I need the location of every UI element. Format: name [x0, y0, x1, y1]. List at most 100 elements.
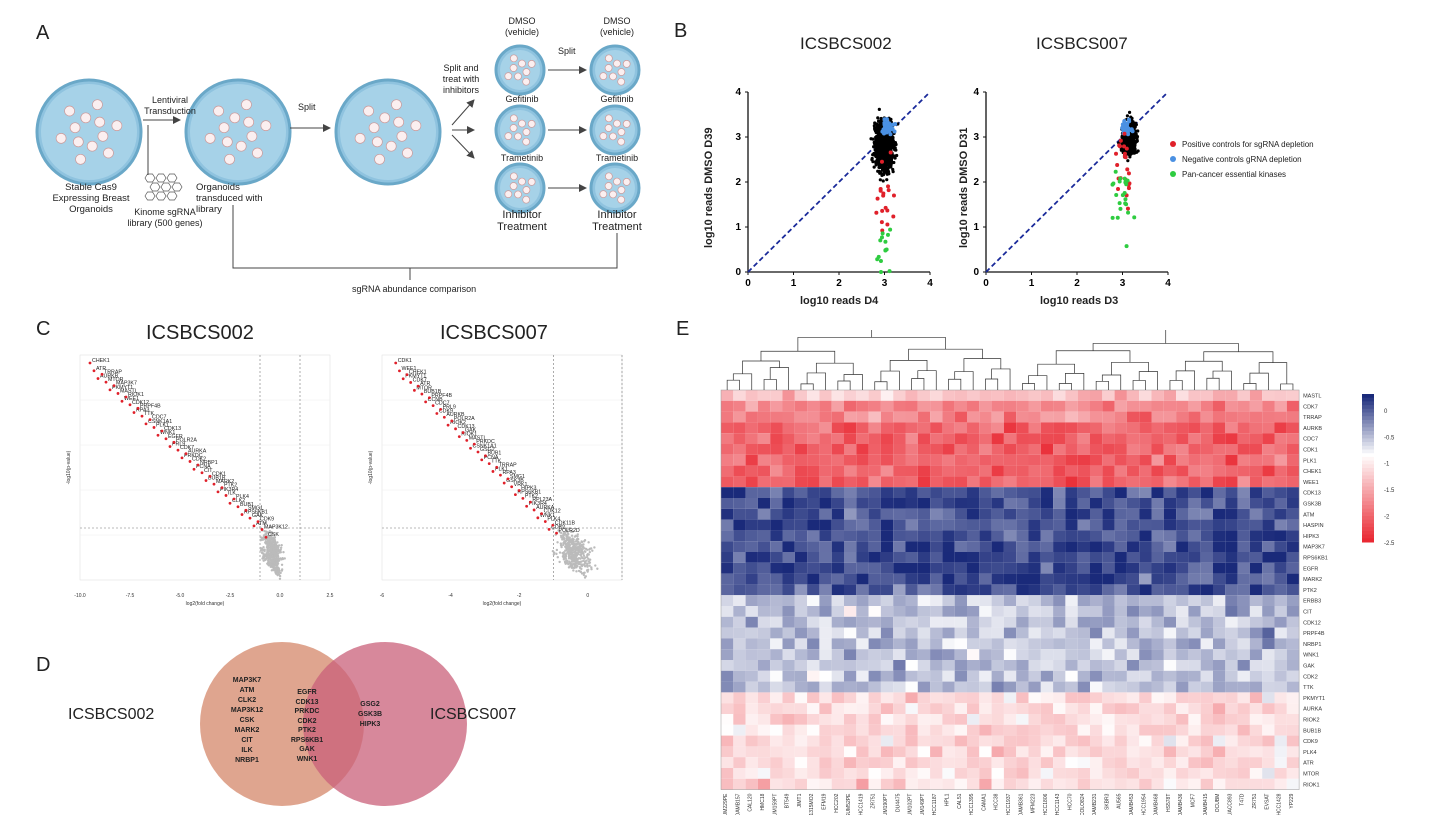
heatmap-cell [868, 649, 881, 660]
b-point [885, 144, 889, 148]
heatmap-cell [1237, 552, 1250, 563]
c-point [593, 546, 596, 549]
heatmap-cell [844, 411, 857, 423]
heatmap-cell-label: YP229 [1289, 793, 1295, 808]
heatmap-cell [1225, 616, 1238, 628]
heatmap-cell [991, 519, 1004, 531]
heatmap-cell [721, 746, 734, 758]
heatmap-cell [1090, 746, 1103, 758]
dish-transduced-organoid [224, 153, 235, 165]
heatmap-cell [770, 616, 783, 628]
heatmap-cell [1053, 735, 1066, 747]
heatmap-cell [991, 660, 1004, 671]
heatmap-cell [868, 606, 881, 617]
heatmap-cell [1139, 606, 1152, 617]
heatmap-cell [1188, 562, 1201, 574]
heatmap-cell [757, 422, 771, 434]
heatmap-cell [1286, 400, 1300, 412]
heatmap-cell [1225, 487, 1238, 498]
heatmap-cell [1077, 606, 1090, 617]
heatmap-gene-label: NRBP1 [1303, 642, 1321, 648]
heatmap-cell [1077, 638, 1090, 650]
heatmap-cell [1016, 498, 1029, 509]
heatmap-cell [1249, 465, 1263, 477]
heatmap-cell-label: ZR751 [1252, 793, 1258, 808]
heatmap-cell [1003, 487, 1017, 498]
heatmap-cell [1262, 519, 1275, 531]
dish-small-4-inner [500, 168, 540, 208]
heatmap-cell [1065, 411, 1078, 423]
b-point [892, 155, 897, 160]
heatmap-cell [1176, 390, 1189, 401]
c-point-labeled [128, 403, 132, 407]
heatmap-cell [1151, 411, 1164, 423]
c-point-labeled [132, 411, 136, 414]
heatmap-cell [745, 703, 758, 714]
heatmap-cell [1262, 562, 1275, 574]
heatmap-cell [1200, 757, 1213, 768]
b-point-essential [1118, 206, 1123, 211]
heatmap-cell [1225, 638, 1238, 650]
heatmap-cell [979, 670, 992, 682]
heatmap-cell [967, 573, 980, 585]
gefitinib-label-2: Gefitinib [600, 94, 634, 104]
c-point [271, 541, 274, 544]
c-point [573, 551, 576, 554]
heatmap-cell [1262, 422, 1275, 434]
heatmap-gene-label: PLK4 [1303, 750, 1316, 756]
c-gene-label: MAP3K7 [116, 381, 137, 387]
heatmap-cell [893, 465, 906, 477]
heatmap-cell [807, 768, 820, 779]
heatmap-cell [880, 638, 894, 650]
c-point-labeled [108, 388, 112, 392]
heatmap-cell [831, 411, 844, 423]
heatmap-cell [1200, 768, 1213, 779]
heatmap-cell [893, 573, 906, 585]
heatmap-cell [1016, 703, 1029, 714]
heatmap-cell [905, 746, 918, 758]
c-gene-label: GAK [252, 513, 264, 519]
c-point [264, 540, 267, 544]
heatmap-cell [1151, 530, 1164, 542]
dendrogram-branch [1028, 375, 1048, 390]
c-point-labeled [551, 523, 555, 527]
heatmap-cell [880, 476, 894, 488]
heatmap-cell [1249, 778, 1263, 790]
heatmap-cell [1003, 508, 1017, 520]
heatmap-cell [757, 508, 771, 520]
c-point [555, 552, 558, 556]
scale-segment [1362, 394, 1374, 399]
heatmap-cell [745, 519, 758, 531]
heatmap-cell [868, 703, 881, 714]
c-point-labeled [543, 520, 547, 523]
heatmap-cell [1114, 498, 1127, 509]
heatmap-cell [1249, 498, 1263, 509]
heatmap-cell [782, 660, 795, 671]
c-gene-label: CDC7 [152, 415, 166, 421]
heatmap-cell [942, 670, 955, 682]
b-point-essential [1117, 201, 1122, 206]
b-point-negative [1125, 121, 1130, 126]
heatmap-gene-label: HASPIN [1303, 523, 1324, 529]
heatmap-cell [1151, 390, 1164, 401]
heatmap-cell [782, 476, 795, 488]
heatmap-cell [856, 508, 869, 520]
heatmap-cell [917, 541, 931, 552]
heatmap-cell [721, 768, 734, 779]
b-point-essential [1122, 176, 1127, 181]
heatmap-cell [1053, 508, 1066, 520]
heatmap-cell [721, 649, 734, 660]
dendrogram-branch [800, 383, 814, 390]
heatmap-cell [979, 552, 992, 563]
heatmap-cell [807, 390, 820, 401]
venn-gene: MAP3K7 [232, 677, 262, 684]
heatmap-cell [1016, 476, 1029, 488]
heatmap-cell [905, 768, 918, 779]
heatmap-cell [942, 595, 955, 606]
heatmap-cell [1237, 649, 1250, 660]
heatmap-gene-label: EGFR [1303, 566, 1318, 572]
dish-small-1-organoid [617, 77, 626, 86]
heatmap-cell [967, 735, 980, 747]
heatmap-cell [930, 670, 943, 682]
c-gene-label: RIOK2 [450, 420, 466, 426]
